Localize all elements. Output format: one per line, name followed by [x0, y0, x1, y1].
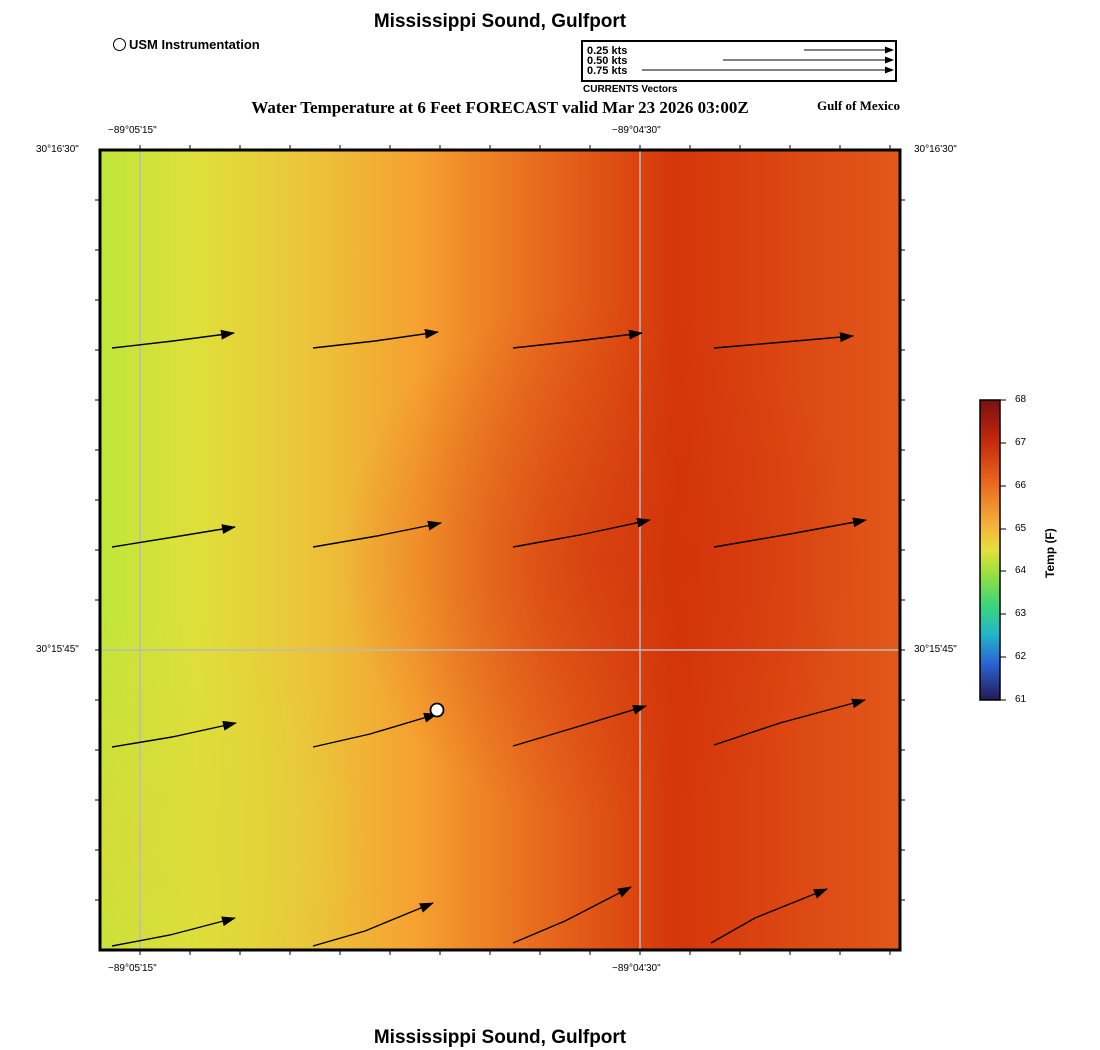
forecast-subtitle: Water Temperature at 6 Feet FORECAST val…	[251, 98, 749, 117]
current-vector	[312, 902, 434, 947]
colorbar-tick-label: 67	[1015, 437, 1027, 448]
vector-legend-label-2: 0.50 kts	[587, 55, 628, 67]
current-vectors	[111, 328, 867, 947]
lat-tick-right-1: 30°16'30"	[914, 144, 957, 155]
colorbar-tick-label: 65	[1015, 523, 1027, 534]
current-vector	[713, 698, 866, 746]
colorbar-tick-label: 62	[1015, 651, 1027, 662]
lon-tick-top-1: −89°05'15"	[108, 125, 157, 136]
lat-tick-left-1: 30°16'30"	[36, 144, 79, 155]
colorbar-tick-label: 63	[1015, 608, 1027, 619]
map-title: Mississippi Sound, Gulfport	[373, 11, 627, 32]
colorbar-ticks	[1000, 399, 1006, 701]
station-marker-icon	[113, 38, 126, 51]
current-vector	[710, 888, 828, 944]
colorbar-title: Temp (F)	[1043, 528, 1057, 578]
colorbar-tick-label: 68	[1015, 394, 1027, 405]
current-vector	[111, 720, 237, 748]
colorbar-tick-label: 66	[1015, 480, 1027, 491]
current-vector	[713, 517, 867, 548]
station-legend-label: USM Instrumentation	[129, 37, 260, 52]
usm-station-marker[interactable]	[429, 702, 445, 718]
current-vector	[512, 329, 643, 349]
current-vector	[111, 524, 236, 548]
footer-title: Mississippi Sound, Gulfport	[373, 1027, 627, 1048]
current-vector	[312, 712, 438, 748]
current-vector	[512, 886, 632, 944]
station-legend: USM Instrumentation	[113, 37, 260, 52]
lon-tick-bottom-2: −89°04'30"	[612, 963, 661, 974]
current-vector	[312, 520, 442, 548]
current-vector	[111, 916, 236, 947]
colorbar-tick-label: 61	[1015, 694, 1027, 705]
vector-legend: 0.25 kts 0.50 kts 0.75 kts	[581, 40, 897, 82]
current-vector	[312, 328, 439, 349]
map-gridlines	[100, 150, 900, 950]
lat-tick-right-2: 30°15'45"	[914, 644, 957, 655]
current-vector	[111, 329, 235, 349]
lon-tick-top-2: −89°04'30"	[612, 125, 661, 136]
current-vector	[512, 517, 651, 548]
frame-ticks	[95, 145, 905, 955]
vector-legend-label-3: 0.75 kts	[587, 65, 628, 77]
current-vector	[512, 704, 647, 747]
colorbar-tick-label: 64	[1015, 565, 1027, 576]
lon-tick-bottom-1: −89°05'15"	[108, 963, 157, 974]
cool-edge-shading	[100, 150, 900, 950]
lat-tick-left-2: 30°15'45"	[36, 644, 79, 655]
vector-legend-arrows	[642, 46, 894, 74]
vector-legend-caption: CURRENTS Vectors	[583, 84, 678, 95]
current-vector	[713, 332, 854, 349]
vector-legend-label-1: 0.25 kts	[587, 45, 628, 57]
region-label: Gulf of Mexico	[816, 98, 900, 113]
colorbar	[979, 399, 1001, 701]
